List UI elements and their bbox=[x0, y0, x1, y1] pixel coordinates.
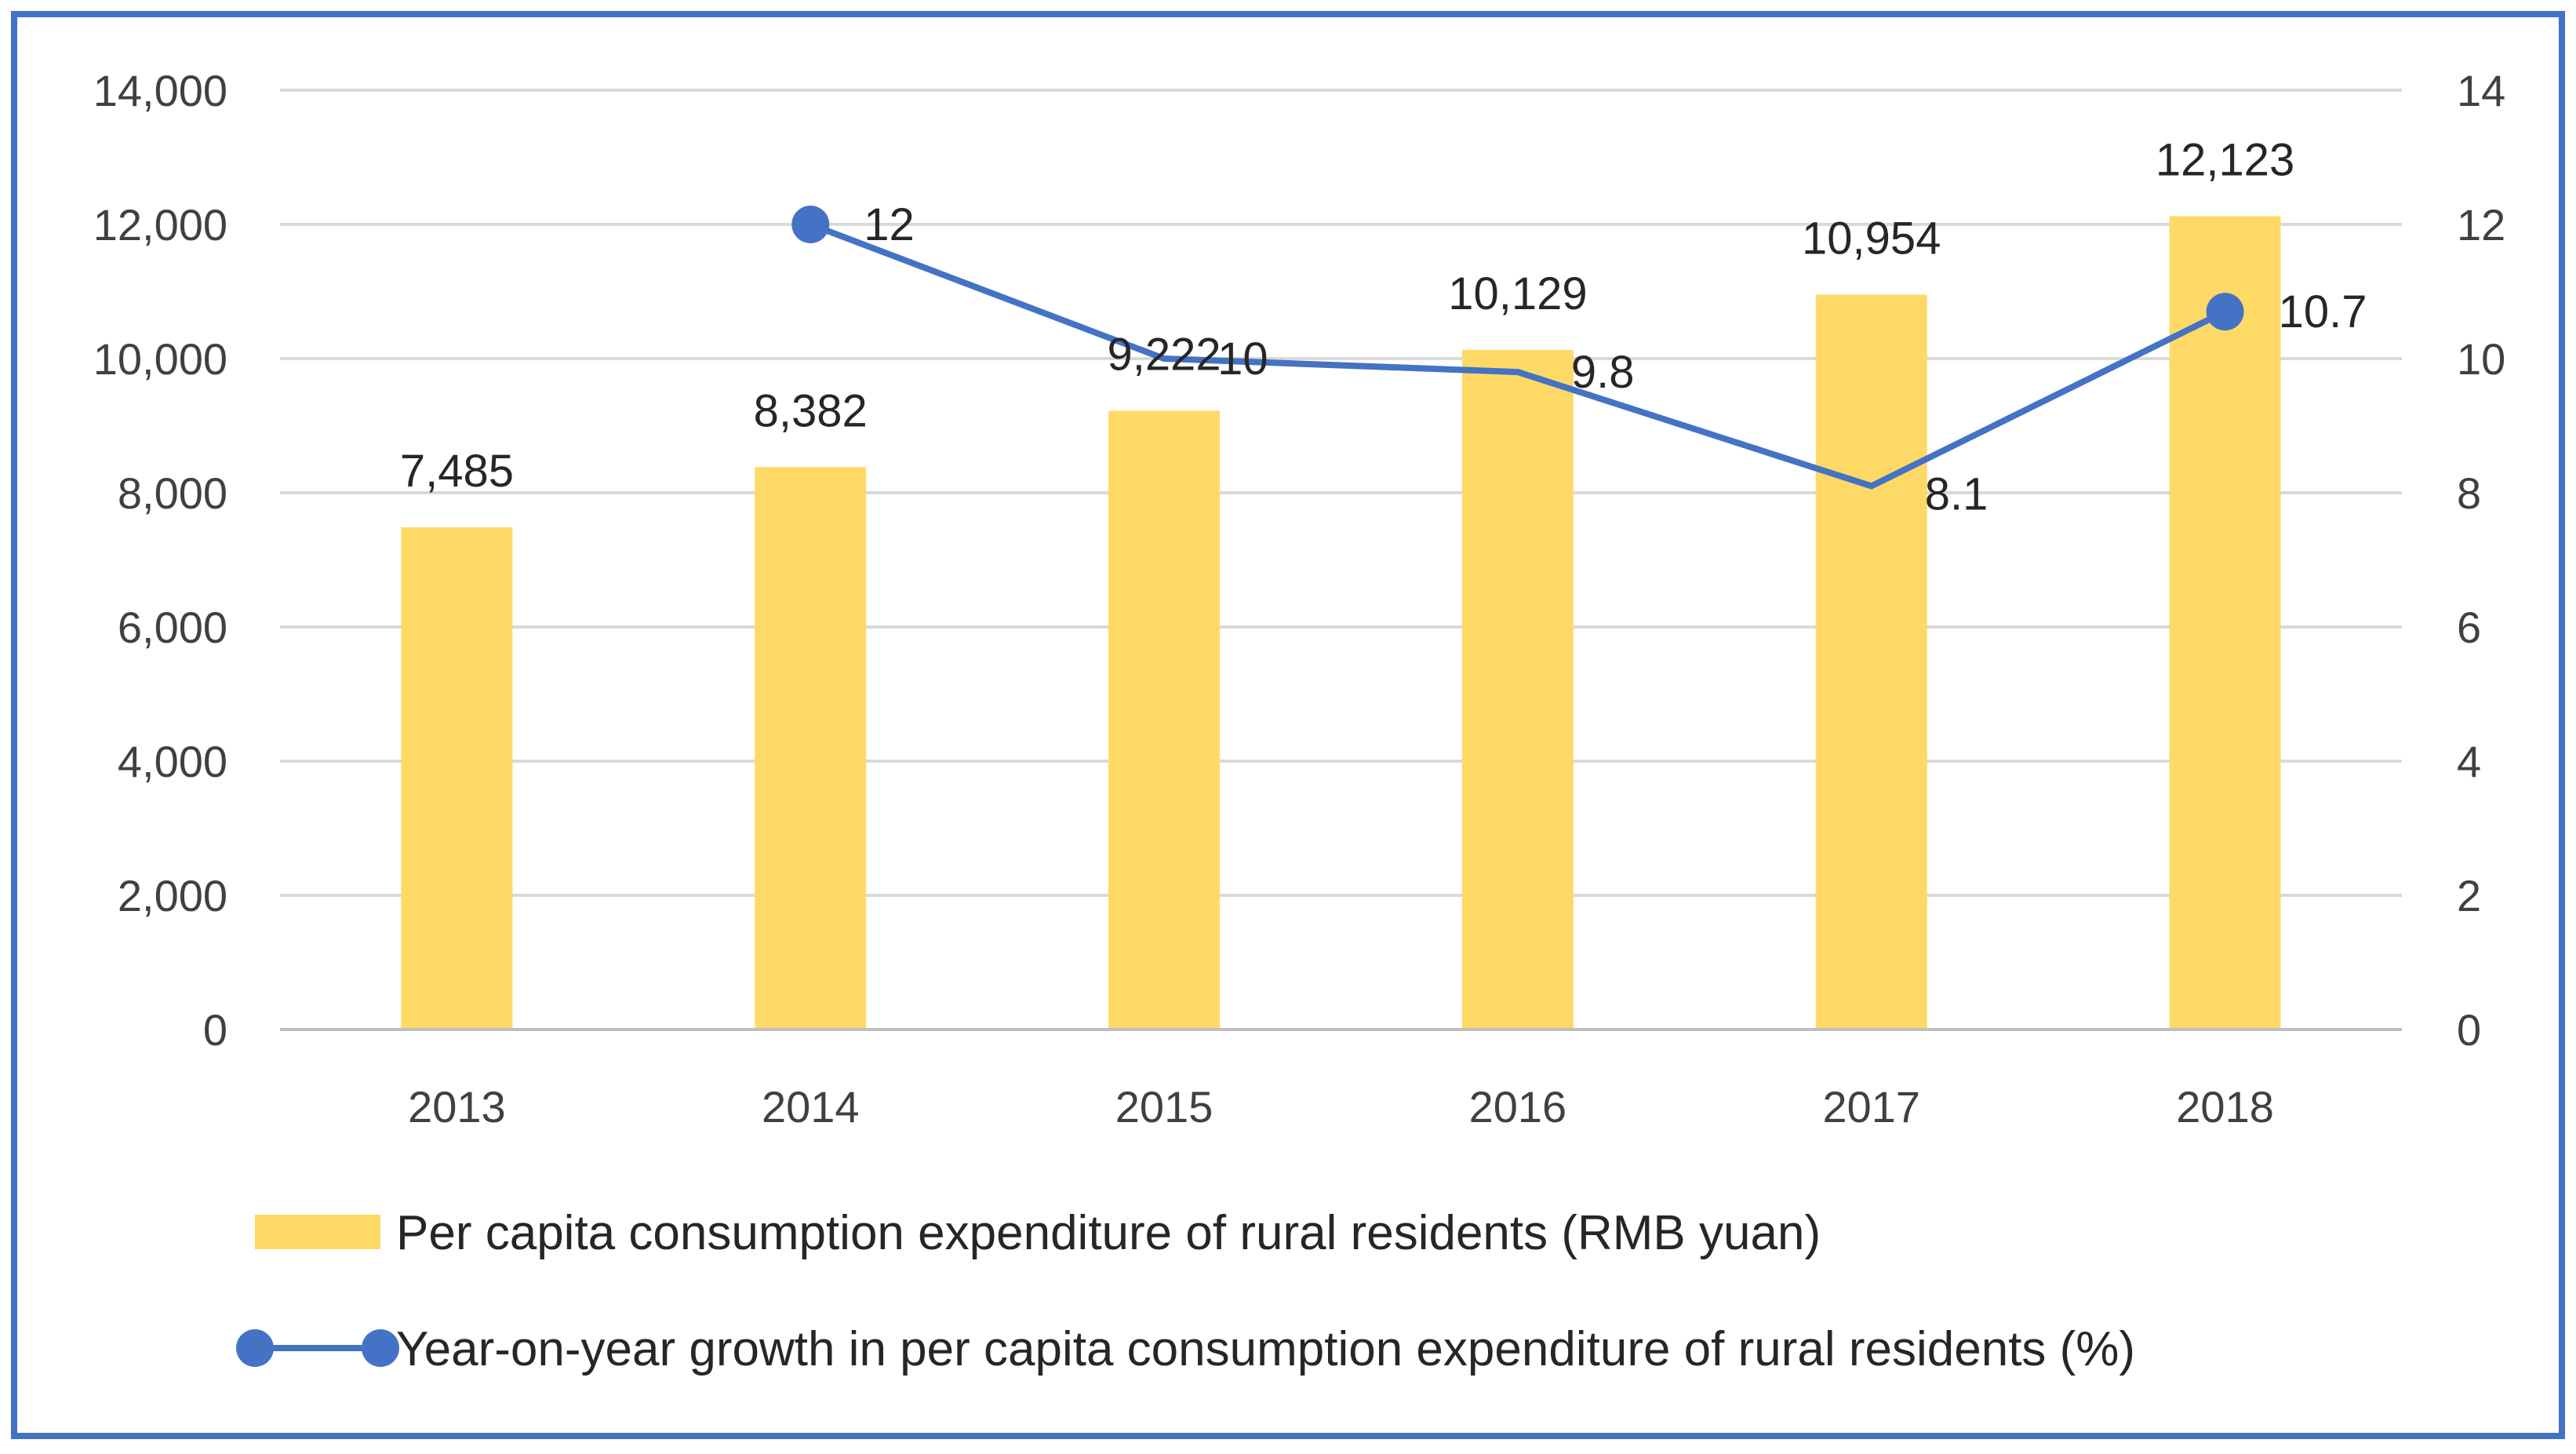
y-left-tick-label: 8,000 bbox=[118, 468, 227, 518]
legend-bar-label: Per capita consumption expenditure of ru… bbox=[396, 1206, 1821, 1260]
x-tick-label: 2018 bbox=[2176, 1082, 2274, 1131]
y-left-tick-label: 12,000 bbox=[93, 200, 227, 250]
growth-point bbox=[1868, 483, 1875, 490]
line-data-label: 9.8 bbox=[1571, 347, 1635, 398]
bar bbox=[755, 467, 867, 1029]
growth-point bbox=[1161, 355, 1168, 362]
y-left-tick-label: 10,000 bbox=[93, 334, 227, 384]
y-left-tick-label: 14,000 bbox=[93, 66, 227, 115]
line-data-label: 10 bbox=[1217, 333, 1268, 384]
growth-point bbox=[1514, 369, 1521, 376]
y-right-tick-label: 6 bbox=[2457, 603, 2481, 652]
y-right-tick-label: 4 bbox=[2457, 737, 2481, 786]
bar bbox=[1815, 294, 1927, 1030]
x-tick-label: 2014 bbox=[762, 1082, 860, 1131]
line-data-label: 8.1 bbox=[1925, 468, 1988, 519]
x-tick-label: 2015 bbox=[1115, 1082, 1213, 1131]
bar-data-label: 8,382 bbox=[754, 385, 868, 436]
y-right-tick-label: 14 bbox=[2457, 66, 2505, 115]
y-right-tick-label: 2 bbox=[2457, 871, 2481, 920]
bar-data-label: 9,222 bbox=[1108, 330, 1221, 381]
y-right-tick-label: 0 bbox=[2457, 1005, 2481, 1055]
y-left-tick-label: 0 bbox=[203, 1005, 227, 1055]
y-right-tick-label: 8 bbox=[2457, 468, 2481, 518]
y-left-tick-label: 4,000 bbox=[118, 737, 227, 786]
y-right-tick-label: 10 bbox=[2457, 334, 2505, 384]
line-data-label: 12 bbox=[864, 199, 915, 250]
line-data-label: 10.7 bbox=[2279, 286, 2367, 337]
bar-data-label: 10,129 bbox=[1448, 268, 1587, 319]
y-right-tick-label: 12 bbox=[2457, 200, 2505, 250]
growth-marker bbox=[2206, 293, 2244, 331]
bar bbox=[1461, 349, 1574, 1030]
y-left-tick-label: 6,000 bbox=[118, 603, 227, 652]
bar bbox=[2169, 216, 2281, 1029]
legend-line-label: Year-on-year growth in per capita consum… bbox=[396, 1322, 2135, 1376]
x-tick-label: 2016 bbox=[1469, 1082, 1567, 1131]
bar-data-label: 7,485 bbox=[400, 446, 514, 497]
growth-marker bbox=[791, 206, 830, 243]
x-tick-label: 2017 bbox=[1822, 1082, 1920, 1131]
bar bbox=[401, 527, 513, 1029]
legend-line-marker bbox=[362, 1329, 399, 1367]
bar-data-label: 12,123 bbox=[2156, 134, 2294, 185]
x-tick-label: 2013 bbox=[408, 1082, 506, 1131]
bar bbox=[1108, 410, 1221, 1029]
legend-bar-swatch bbox=[255, 1215, 380, 1249]
legend-line-marker bbox=[236, 1329, 274, 1367]
y-left-tick-label: 2,000 bbox=[118, 871, 227, 920]
bar-data-label: 10,954 bbox=[1802, 213, 1941, 264]
